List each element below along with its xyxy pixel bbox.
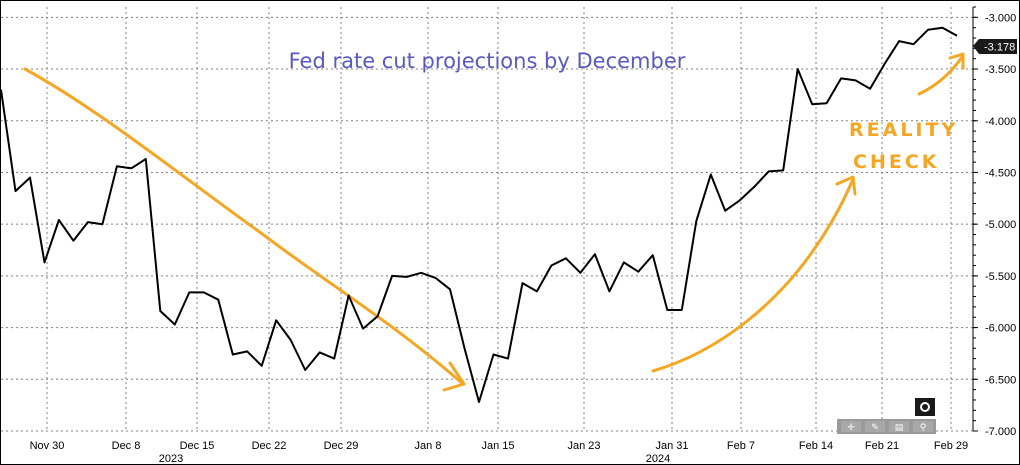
annotations: REALITY CHECK <box>23 52 965 392</box>
y-tick-label: -4.500 <box>985 167 1016 179</box>
y-tick-label: -5.500 <box>985 271 1016 283</box>
x-tick-label: Jan 15 <box>481 440 514 452</box>
down-trend-arrow <box>23 67 465 386</box>
x-year-label: 2024 <box>646 453 670 464</box>
series-line <box>1 26 958 403</box>
x-tick-label: Feb 7 <box>727 440 755 452</box>
up-trend-arrow-head <box>835 175 857 196</box>
annotation-check: CHECK <box>853 151 940 173</box>
zoom-icon: ⚲ <box>920 423 927 433</box>
last-value-label: -3.178 <box>984 42 1015 54</box>
record-button[interactable] <box>915 398 935 416</box>
record-icon <box>920 402 930 412</box>
x-tick-label: Dec 8 <box>112 440 141 452</box>
pen-icon: ✎ <box>871 423 879 433</box>
trash-icon: ▤ <box>895 423 904 433</box>
series-group <box>1 26 958 403</box>
y-tick-label: -7.000 <box>985 426 1016 438</box>
small-up-arrow <box>917 55 964 96</box>
chart-grid <box>1 7 973 432</box>
up-trend-arrow <box>651 177 855 373</box>
y-tick-label: -3.500 <box>985 64 1016 76</box>
chart-toolbar: ✛ ✎ ▤ ⚲ <box>837 398 936 434</box>
chart-title: Fed rate cut projections by December <box>289 49 686 73</box>
toolbar-trash-button[interactable] <box>889 421 909 432</box>
toolbar-pen-button[interactable] <box>865 421 885 432</box>
down-trend-arrow-head <box>442 361 466 392</box>
x-tick-label: Dec 22 <box>252 440 287 452</box>
y-tick-label: -6.500 <box>985 374 1016 386</box>
x-tick-label: Jan 8 <box>415 440 442 452</box>
x-tick-label: Feb 29 <box>934 440 968 452</box>
y-tick-label: -4.000 <box>985 116 1016 128</box>
annotation-reality: REALITY <box>849 119 958 141</box>
x-tick-label: Dec 29 <box>324 440 359 452</box>
last-value-badge: -3.178 <box>973 39 1017 54</box>
x-axis: Nov 30 Dec 8 Dec 15 Dec 22 Dec 29 Jan 8 Jan 15… <box>30 440 969 464</box>
y-tick-label: -5.000 <box>985 219 1016 231</box>
x-year-label: 2023 <box>159 453 183 464</box>
toolbar-zoom-button[interactable] <box>913 421 933 432</box>
x-tick-label: Jan 23 <box>567 440 600 452</box>
x-tick-label: Feb 14 <box>799 440 833 452</box>
toolbar-move-button[interactable] <box>841 421 861 432</box>
x-tick-label: Dec 15 <box>180 440 215 452</box>
move-icon: ✛ <box>847 423 855 433</box>
y-tick-label: -3.000 <box>985 12 1016 24</box>
toolbar-bg <box>837 419 936 434</box>
x-tick-label: Nov 30 <box>30 440 65 452</box>
y-tick-label: -6.000 <box>985 323 1016 335</box>
small-up-arrow-head <box>948 52 965 70</box>
x-tick-label: Jan 31 <box>655 440 688 452</box>
y-axis: -3.000 -3.500 -4.000 -4.500 -5.000 -5.500 -6.0… <box>972 6 1016 438</box>
last-value-badge-shape <box>973 39 1017 54</box>
x-tick-label: Feb 21 <box>865 440 899 452</box>
